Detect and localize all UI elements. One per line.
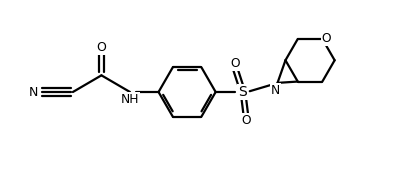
Text: O: O <box>322 32 331 45</box>
Text: N: N <box>29 86 38 98</box>
Text: O: O <box>96 41 106 54</box>
Text: NH: NH <box>121 93 139 106</box>
Text: S: S <box>238 85 247 99</box>
Text: O: O <box>231 56 240 70</box>
Text: O: O <box>241 114 251 128</box>
Text: N: N <box>271 84 280 97</box>
